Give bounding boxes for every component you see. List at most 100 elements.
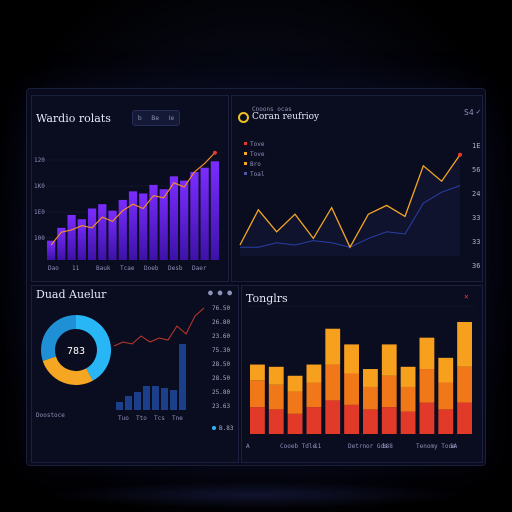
stacked-bar-segment — [457, 366, 472, 403]
seg-option-2[interactable]: Be — [151, 114, 160, 122]
legend-swatch — [244, 172, 247, 175]
x-tick-label: Tuo — [118, 415, 129, 422]
bar — [169, 176, 179, 260]
stacked-bar-segment — [344, 373, 359, 405]
bar — [47, 240, 56, 260]
y-tick-label: 1E.60 — [472, 142, 482, 150]
stacked-bar-segment — [381, 344, 397, 376]
legend-label: Tove — [250, 151, 265, 158]
stacked-bar-segment — [419, 402, 435, 434]
x-tick-label: Doeb — [144, 265, 159, 272]
bar — [98, 204, 107, 260]
small-trend-line — [113, 307, 205, 347]
stacked-bar-segment — [250, 380, 265, 408]
panel2-check-icon[interactable]: ✓ — [476, 107, 481, 116]
x-tick-label: Tcae — [120, 265, 135, 272]
panel-bar-line-chart: Wardio rolats b Be Ie 120 1K0 1E0 100 Dao 11 B… — [31, 95, 229, 282]
legend-label: Toal — [250, 171, 265, 178]
bar — [87, 208, 97, 260]
line-endpoint — [458, 152, 462, 157]
stacked-bar-segment — [457, 322, 472, 367]
bar — [128, 191, 138, 260]
bar — [210, 161, 219, 260]
x-tick-label: Daer — [192, 265, 207, 272]
y-tick-label: 56.80 — [472, 166, 482, 174]
stacked-bar-segment — [363, 386, 378, 410]
panel-stacked-bar-chart: Tonglrs ✕ A Cooeb Tdle 11 Detrnor Gds 188 Ten… — [241, 285, 483, 463]
x-tick-label: 11 — [314, 443, 322, 450]
stacked-bar-segment — [438, 409, 454, 434]
stacked-bar-segment — [457, 402, 472, 434]
right-tick-label: 25.80 — [212, 389, 230, 396]
stacked-bar-segment — [400, 366, 416, 387]
stacked-bar-segment — [306, 407, 322, 434]
stacked-bar-segment — [325, 400, 341, 434]
donut-slice — [41, 315, 77, 361]
bar — [159, 189, 168, 260]
chart3-svg: 783 Tuo Tto Tcs Tne 76.50 26.80 23.60 75.30 28.50… — [41, 305, 234, 432]
panel2-corner-value: S4 — [464, 108, 474, 117]
bar — [77, 219, 86, 260]
bar — [200, 167, 209, 260]
stacked-bar-segment — [250, 407, 265, 434]
panel3-title: Duad Auelur — [36, 288, 107, 301]
panel-line-chart: Coran reufrioy Cnoons ocas S4 ✓ Tove Tove… — [231, 95, 483, 282]
bar — [118, 199, 127, 260]
seg-option-1[interactable]: b — [137, 114, 142, 122]
stacked-bar-segment — [381, 407, 397, 434]
stacked-bar-segment — [400, 411, 416, 434]
x-tick-label: A — [246, 443, 250, 450]
y-tick-label: 33.80 — [472, 238, 482, 246]
y-tick-label: 36.50 — [472, 262, 482, 270]
small-bar — [161, 388, 168, 410]
chart1-svg: 120 1K0 1E0 100 Dao 11 Bauk Tcae Doeb Desb Daer — [34, 150, 220, 272]
bar — [57, 227, 66, 260]
stacked-bar-segment — [268, 366, 284, 385]
legend-swatch — [244, 162, 247, 165]
range-segment-control[interactable]: b Be Ie — [132, 110, 180, 126]
y-tick-label: 1K0 — [34, 183, 45, 190]
stacked-bar-segment — [381, 375, 397, 408]
panel-donut-chart: Duad Auelur ● ● ● 783 Tuo Tto Tcs Tne 76.50 26… — [31, 285, 239, 463]
dashboard-window: Wardio rolats b Be Ie 120 1K0 1E0 100 Dao 11 B… — [26, 88, 486, 466]
stacked-bar-segment — [250, 364, 265, 381]
bar — [67, 214, 76, 260]
seg-option-3[interactable]: Ie — [168, 114, 175, 122]
panel2-subtitle: Cnoons ocas — [252, 106, 292, 113]
x-tick-label: Tenomy Tooe — [416, 443, 456, 450]
stacked-bar-segment — [363, 369, 378, 387]
status-ring-icon — [238, 112, 249, 123]
chart2-svg: Tove Tove Bro Toal 1E.60 56.80 24.80 33.50 33.80… — [239, 141, 482, 270]
x-tick-label: Detrnor Gds — [348, 443, 388, 450]
small-bar — [143, 386, 150, 410]
stacked-bar-segment — [268, 384, 284, 410]
right-tick-label: 26.80 — [212, 319, 230, 326]
x-tick-label: Cooeb Tdle — [280, 443, 317, 450]
right-tick-label: 76.50 — [212, 305, 230, 312]
stacked-bar-segment — [438, 382, 454, 410]
legend-swatch — [244, 142, 247, 145]
small-bar — [134, 392, 141, 410]
stacked-bar-segment — [363, 409, 378, 434]
panel3-dots-icon[interactable]: ● ● ● — [208, 288, 233, 297]
panel4-close-icon[interactable]: ✕ — [464, 292, 469, 301]
legend-swatch — [244, 152, 247, 155]
y-tick-label: 100 — [34, 235, 45, 242]
y-tick-label: 1E0 — [34, 209, 45, 216]
footer-dot — [212, 426, 216, 430]
trend-line — [50, 152, 216, 246]
stacked-bar-segment — [325, 328, 341, 365]
panel2-title: Coran reufrioy — [252, 112, 320, 122]
bar — [180, 180, 189, 260]
donut-center-label: 783 — [67, 346, 85, 357]
x-tick-label: 11 — [72, 265, 80, 272]
legend-label: Tove — [250, 141, 265, 148]
stacked-bar-segment — [325, 364, 341, 401]
stacked-bar-segment — [306, 364, 322, 383]
donut-slice — [75, 315, 111, 381]
x-tick-label: Bauk — [96, 265, 111, 272]
area-fill — [240, 154, 460, 256]
panel3-footer: Doostoce — [36, 412, 65, 419]
stacked-bar-segment — [344, 344, 359, 374]
